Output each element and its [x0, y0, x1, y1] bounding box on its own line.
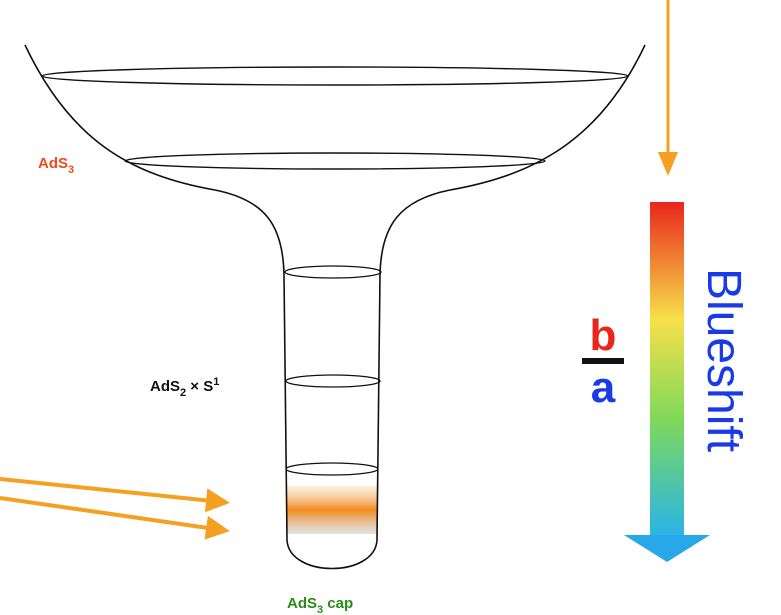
label-sup: 1 [213, 376, 219, 388]
arrow-head [624, 535, 710, 562]
denominator: a [591, 363, 616, 412]
ring [286, 375, 380, 387]
arrow-head [658, 152, 678, 176]
diagram: AdS3 AdS2 × S1 AdS3 cap b a Blueshift [0, 0, 781, 615]
label: AdS3 [38, 155, 74, 176]
label-text: × S [186, 378, 213, 395]
label-text: AdS [287, 595, 317, 612]
page: AdS3 AdS2 × S1 AdS3 cap b a Blueshift ((… [0, 0, 781, 615]
label-sub: 3 [68, 164, 74, 176]
label-text: AdS [150, 378, 180, 395]
incoming-arrow [0, 498, 222, 530]
arrow-label: Blueshift [697, 268, 750, 452]
label: AdS3 cap [287, 595, 353, 615]
label-text: cap [323, 595, 353, 612]
numerator: b [590, 311, 617, 360]
label-text: AdS [38, 155, 68, 172]
incoming-arrow [0, 479, 222, 502]
gradient-bar [650, 202, 684, 537]
ring [42, 67, 628, 85]
glow-band [287, 486, 378, 534]
ring [286, 463, 378, 475]
label: AdS2 × S1 [150, 376, 219, 399]
ring [285, 266, 381, 278]
ring [125, 153, 545, 169]
